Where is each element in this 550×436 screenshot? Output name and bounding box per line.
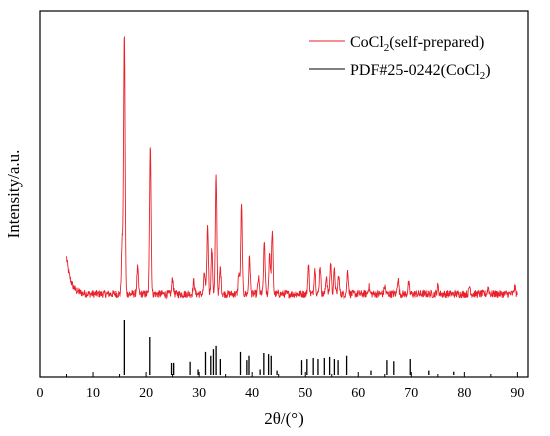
plot-frame xyxy=(39,10,529,378)
x-tick-label: 30 xyxy=(192,386,206,401)
x-tick-label: 90 xyxy=(510,386,524,401)
x-tick-label: 20 xyxy=(139,386,153,401)
legend: CoCl2(self-prepared) PDF#25-0242(CoCl2) xyxy=(309,34,491,82)
x-axis-title: 2θ/(°) xyxy=(264,409,304,428)
plot-area xyxy=(66,36,518,375)
legend-label-sample: CoCl2(self-prepared) xyxy=(350,34,484,54)
x-tick-label: 60 xyxy=(351,386,365,401)
series-sample-pattern xyxy=(66,36,518,300)
x-tick-label: 10 xyxy=(86,386,100,401)
x-tick-label: 0 xyxy=(37,386,44,401)
x-tick-label: 70 xyxy=(404,386,418,401)
x-tick-label: 40 xyxy=(245,386,259,401)
y-axis-title: Intensity/a.u. xyxy=(4,150,23,239)
x-tick-label: 50 xyxy=(298,386,312,401)
x-axis-ticks: 0 10 20 30 40 50 60 70 80 90 xyxy=(37,372,524,401)
legend-label-reference: PDF#25-0242(CoCl2) xyxy=(350,62,491,82)
x-tick-label: 80 xyxy=(457,386,471,401)
